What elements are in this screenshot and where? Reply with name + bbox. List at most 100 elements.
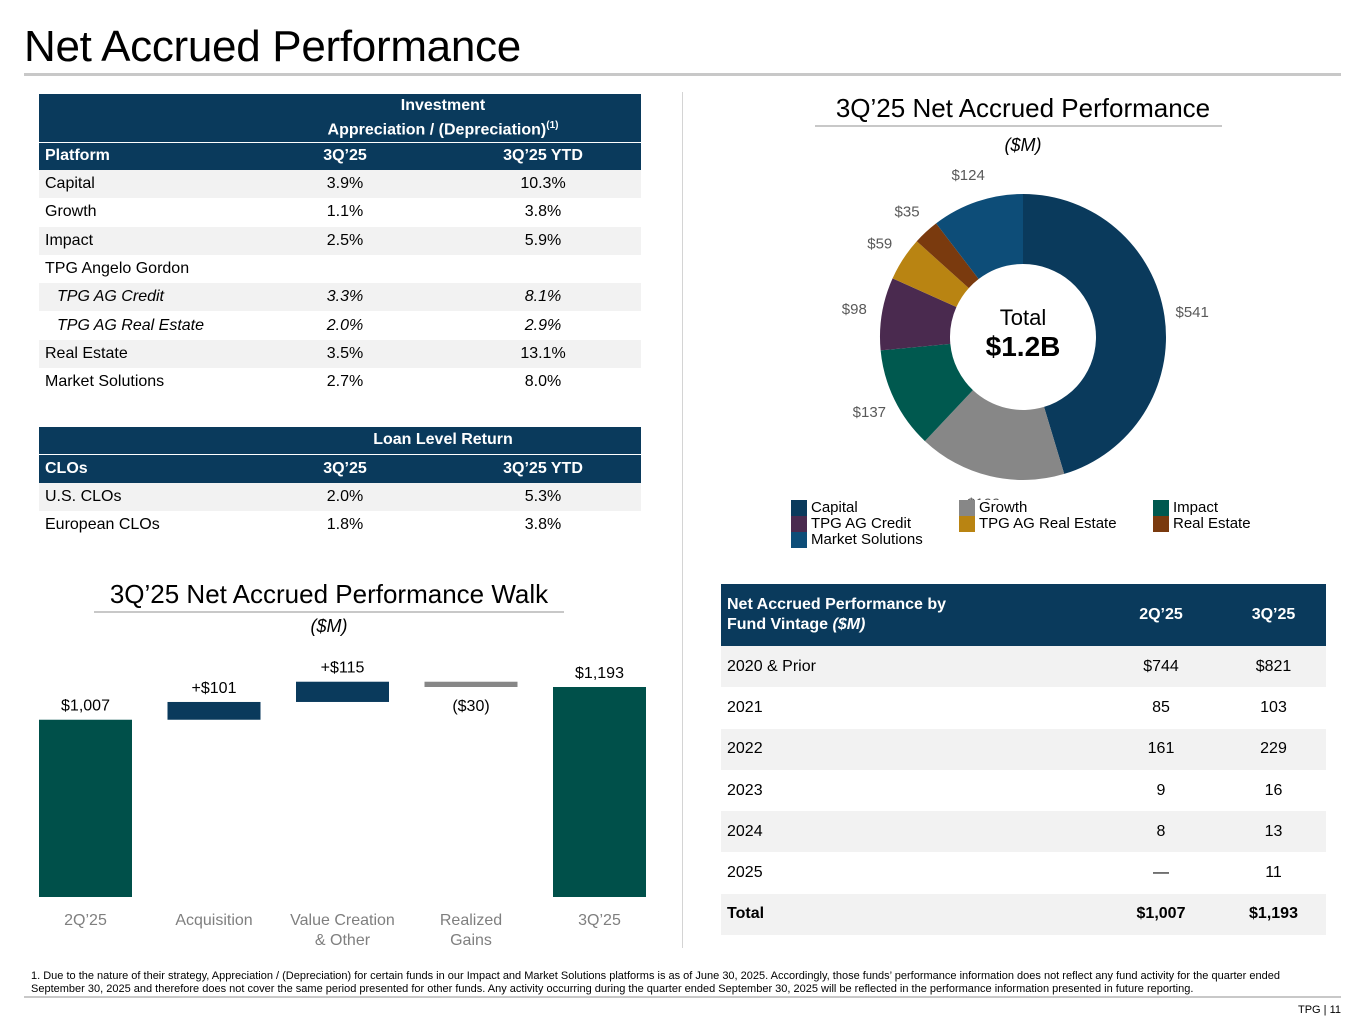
walk-bar	[296, 681, 389, 702]
row-label: TPG AG Credit	[39, 283, 245, 312]
slice-label: $137	[853, 404, 886, 421]
walk-category-label: Value Creation	[290, 912, 395, 929]
donut-subtitle: ($M)	[1004, 135, 1042, 155]
row-value: 8.1%	[445, 283, 641, 312]
row-value: 3.8%	[524, 203, 562, 221]
legend-item: Impact	[1153, 500, 1218, 516]
table-row: 2023 9 16	[721, 770, 1326, 811]
donut-slice	[892, 241, 969, 308]
donut-slice	[916, 223, 979, 289]
row-value: 5.3%	[445, 482, 641, 511]
row-value: 2.0%	[326, 316, 364, 334]
table-row: 2020 & Prior $744 $821	[721, 646, 1326, 688]
row-value: 85	[1152, 698, 1170, 716]
row-value: $821	[1221, 646, 1326, 688]
table-row: European CLOs 1.8% 3.8%	[39, 511, 641, 539]
page-number: TPG | 11	[1297, 1004, 1341, 1016]
row-value: 10.3%	[445, 170, 641, 199]
row-value: —	[1153, 864, 1169, 882]
header-spacer	[39, 94, 245, 142]
footnote-marker: (1)	[546, 119, 559, 131]
slice-label: $541	[1175, 304, 1208, 321]
row-value	[445, 255, 641, 283]
row-label: 2023	[727, 781, 763, 799]
legend-swatch	[791, 516, 807, 532]
donut-title-rule	[815, 125, 1222, 127]
row-value: 16	[1264, 781, 1283, 799]
walk-value-label: ($30)	[452, 698, 489, 715]
row-value: $744	[1101, 646, 1221, 688]
row-value	[245, 255, 445, 283]
row-value: $1,007	[1101, 893, 1221, 936]
walk-bar	[167, 701, 261, 720]
walk-category-label: Gains	[450, 932, 492, 949]
walk-chart: $1,007 2Q’25 +$101 Acquisition +$115 Value Cr…	[39, 660, 646, 949]
vintage-header-line1: Net Accrued Performance by	[727, 596, 947, 613]
walk-category-label: Realized	[440, 912, 502, 929]
vintage-header-unit: ($M)	[832, 616, 866, 633]
legend-swatch	[1153, 516, 1169, 532]
row-value: 3.9%	[245, 170, 445, 199]
row-value: 2.9%	[524, 316, 562, 334]
row-label: 2024	[721, 811, 1101, 853]
row-value: 8.0%	[524, 373, 562, 391]
row-value: 2.7%	[326, 373, 364, 391]
walk-value-label: +$101	[192, 680, 237, 697]
row-label: Market Solutions	[45, 373, 165, 391]
table-row: Capital 3.9% 10.3%	[39, 170, 641, 199]
legend-swatch	[959, 516, 975, 532]
legend-item: TPG AG Real Estate	[959, 515, 1117, 532]
row-value: 5.9%	[445, 226, 641, 255]
walk-subtitle: ($M)	[310, 616, 348, 636]
row-value: 11	[1265, 864, 1282, 882]
row-label: Capital	[39, 170, 245, 199]
row-label: U.S. CLOs	[39, 482, 245, 511]
legend-label: TPG AG Real Estate	[979, 515, 1117, 532]
walk-title: 3Q’25 Net Accrued Performance Walk	[109, 579, 549, 609]
row-value: 1.8%	[326, 515, 364, 533]
table-row: Impact 2.5% 5.9%	[39, 226, 641, 255]
donut-slice	[880, 278, 957, 351]
legend-item: TPG AG Credit	[791, 516, 911, 532]
title-divider	[24, 73, 1341, 76]
walk-bar	[424, 681, 518, 687]
vertical-divider	[682, 92, 683, 948]
walk-category-label: 2Q’25	[64, 912, 107, 929]
donut-center-label: Total	[1000, 305, 1046, 330]
row-value: $1,193	[1221, 893, 1326, 936]
clo-performance-table: Loan Level Return CLOs 3Q’25 3Q’25 YTD U…	[39, 426, 641, 539]
walk-value-label: $1,193	[575, 665, 624, 682]
row-label: Growth	[45, 203, 97, 221]
row-value: 1.1%	[326, 203, 364, 221]
col-3q25-ytd: 3Q’25 YTD	[445, 141, 641, 170]
col-2q25: 2Q’25	[1101, 584, 1221, 646]
table-row: 2022 161 229	[721, 728, 1326, 770]
donut-slice	[924, 390, 1065, 480]
donut-chart: $541 $199 $137 $98 $59$35 $124 Total$1.2B	[842, 167, 1209, 500]
slice-label: $199	[967, 495, 1000, 500]
table-row: U.S. CLOs 2.0% 5.3%	[39, 482, 641, 511]
row-value: 13.1%	[445, 339, 641, 369]
row-label: Real Estate	[39, 339, 245, 369]
legend-swatch	[959, 500, 975, 516]
walk-value-label: +$115	[321, 660, 365, 677]
table-row: Real Estate 3.5% 13.1%	[39, 339, 641, 369]
table-row: TPG AG Credit 3.3% 8.1%	[39, 283, 641, 312]
walk-bar	[553, 687, 646, 897]
row-value: 3.5%	[245, 339, 445, 369]
legend-item: Growth	[959, 500, 1027, 516]
fund-vintage-table: Net Accrued Performance by Fund Vintage …	[721, 584, 1326, 936]
walk-title-rule	[94, 611, 564, 613]
row-value: 2.5%	[245, 226, 445, 255]
col-clos: CLOs	[39, 454, 245, 483]
row-label: 2020 & Prior	[721, 646, 1101, 688]
slice-label: $59	[867, 236, 892, 253]
row-value: 9	[1156, 781, 1166, 799]
slice-label: $124	[951, 167, 984, 184]
walk-value-label: $1,007	[61, 698, 110, 715]
row-value: 8	[1101, 811, 1221, 853]
table-row: 2025 — 11	[721, 852, 1326, 893]
table-row: 2024 8 13	[721, 811, 1326, 853]
group-header-line2: Appreciation / (Depreciation)	[327, 120, 547, 138]
clo-table-body: U.S. CLOs 2.0% 5.3% European CLOs 1.8% 3.8%	[39, 482, 641, 540]
